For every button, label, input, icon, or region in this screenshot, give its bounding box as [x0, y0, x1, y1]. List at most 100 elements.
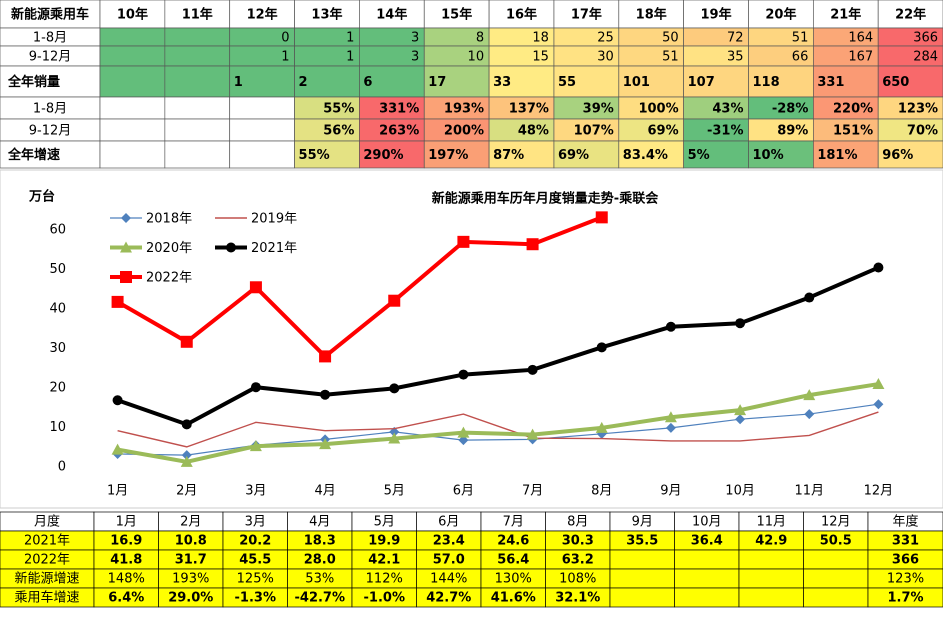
data-point [249, 440, 262, 452]
series-line [116, 265, 880, 427]
column-header: 15年 [441, 7, 472, 23]
cell-value: 48% [518, 124, 549, 139]
data-point [319, 438, 332, 450]
data-point [319, 350, 332, 363]
cell-value: 69% [558, 148, 589, 163]
cell-value: 107% [574, 124, 614, 139]
cell-value: 50 [662, 31, 679, 46]
cell-value: 36.4 [691, 534, 723, 549]
cell-value: 31.7 [175, 553, 207, 568]
y-tick-label: 0 [58, 460, 66, 475]
y-tick-label: 10 [49, 420, 66, 435]
table-cell [229, 118, 295, 142]
x-tick-label: 5月 [384, 484, 405, 499]
column-header: 年度 [892, 514, 918, 530]
row-label-cell [0, 140, 101, 169]
legend-label: 2020年 [146, 241, 192, 256]
cell-value: 28.0 [304, 553, 336, 568]
column-header: 17年 [571, 7, 602, 23]
table-cell [812, 140, 879, 169]
table-cell [618, 140, 684, 169]
table-cell [748, 65, 814, 98]
cell-value: 10 [468, 50, 485, 65]
data-point [250, 382, 261, 393]
data-point [595, 211, 608, 224]
cell-value: 89% [777, 124, 808, 139]
cell-value: 63.2 [562, 553, 594, 568]
cell-value: 197% [428, 148, 468, 163]
x-tick-label: 3月 [245, 484, 266, 499]
cell-value: 3 [411, 50, 419, 65]
header-cell [229, 0, 295, 29]
x-tick-label: 12月 [864, 484, 894, 499]
legend-marker [121, 213, 131, 223]
table-cell [553, 65, 620, 98]
cell-value: 284 [913, 50, 938, 65]
cell-value: 33 [493, 75, 511, 90]
table-cell [803, 549, 869, 570]
cell-value: 29.0% [168, 591, 213, 606]
header-cell [488, 0, 555, 29]
table-cell [609, 587, 675, 608]
cell-value: 123% [898, 102, 938, 117]
column-header: 18年 [636, 7, 667, 23]
cell-value: 200% [444, 124, 484, 139]
data-point [735, 414, 746, 425]
cell-value: 35 [727, 50, 744, 65]
y-tick-label: 30 [49, 341, 66, 356]
data-point [112, 395, 123, 406]
legend-marker [226, 242, 236, 253]
column-header: 3月 [245, 515, 266, 530]
y-tick-label: 50 [49, 262, 66, 277]
cell-value: -31% [707, 124, 744, 139]
data-point [527, 364, 538, 375]
cell-value: 8 [476, 31, 484, 46]
cell-value: 42.7% [426, 591, 471, 606]
data-point [249, 281, 262, 294]
cell-value: 331% [379, 102, 419, 117]
cell-value: 35.5 [626, 534, 658, 549]
cell-value: 19.9 [368, 534, 400, 549]
cell-value: 20.2 [239, 534, 271, 549]
cell-value: 16.9 [110, 534, 142, 549]
table-cell [229, 96, 295, 120]
cell-value: 30.3 [562, 534, 594, 549]
x-tick-label: 2月 [176, 484, 197, 499]
cell-value: 107 [688, 75, 715, 90]
cell-value: 148% [108, 572, 145, 587]
column-header: 9月 [632, 515, 653, 530]
data-point [803, 389, 816, 401]
cell-value: 51 [662, 50, 679, 65]
row-label: 1-8月 [33, 31, 67, 46]
header-cell [99, 0, 166, 29]
column-header: 14年 [376, 7, 407, 23]
cell-value: 366 [892, 553, 919, 568]
header-cell [748, 0, 814, 29]
table-cell [803, 568, 869, 589]
cell-value: 331 [817, 75, 844, 90]
series-line [117, 382, 879, 464]
cell-value: 123% [887, 572, 924, 587]
data-point [664, 411, 677, 423]
cell-value: 167 [848, 50, 873, 65]
table-cell [674, 568, 740, 589]
cell-value: 366 [913, 31, 938, 46]
data-point [181, 419, 192, 430]
column-header: 5月 [374, 515, 395, 530]
cell-value: 1 [281, 50, 289, 65]
table-cell [609, 568, 675, 589]
column-header: 6月 [438, 515, 459, 530]
data-point [804, 409, 815, 420]
cell-value: -28% [772, 102, 809, 117]
column-header: 月度 [34, 514, 60, 530]
y-tick-label: 20 [49, 381, 66, 396]
table-cell [674, 587, 740, 608]
cell-value: 1 [346, 50, 354, 65]
cell-value: 5% [688, 148, 710, 163]
header-cell [553, 0, 620, 29]
cell-value: 55 [558, 75, 576, 90]
table-cell [164, 65, 231, 98]
cell-value: 130% [495, 572, 532, 587]
data-point [872, 378, 885, 390]
